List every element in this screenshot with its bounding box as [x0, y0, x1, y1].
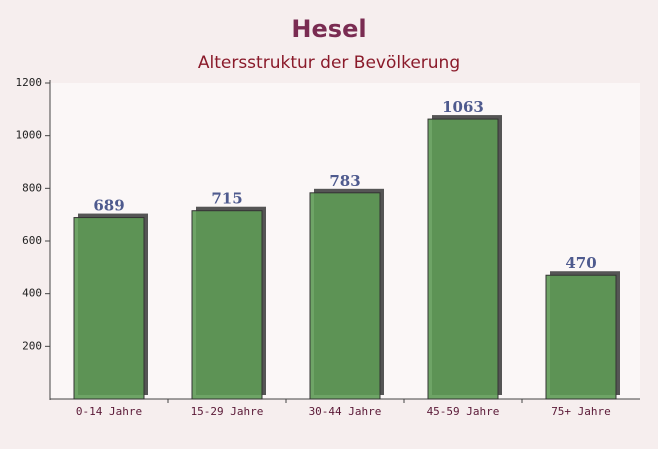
- value-label: 783: [329, 172, 360, 190]
- chart-subtitle: Altersstruktur der Bevölkerung: [198, 53, 460, 73]
- x-tick-label: 30-44 Jahre: [309, 405, 382, 418]
- x-tick-label: 0-14 Jahre: [76, 405, 142, 418]
- x-tick-label: 45-59 Jahre: [427, 405, 500, 418]
- bar: [545, 274, 617, 400]
- bar: [427, 118, 499, 400]
- value-label: 1063: [442, 98, 484, 116]
- y-tick-label: 800: [22, 181, 42, 194]
- y-tick-label: 600: [22, 234, 42, 247]
- x-tick-label: 15-29 Jahre: [191, 405, 264, 418]
- value-label: 689: [93, 197, 124, 215]
- bar: [309, 192, 381, 400]
- x-tick-label: 75+ Jahre: [551, 405, 611, 418]
- value-label: 470: [565, 254, 596, 272]
- chart-title: Hesel: [291, 15, 366, 43]
- y-tick-label: 200: [22, 339, 42, 352]
- value-label: 715: [211, 190, 242, 208]
- y-tick-label: 1000: [16, 129, 43, 142]
- bar: [73, 217, 145, 400]
- y-tick-label: 400: [22, 287, 42, 300]
- y-tick-label: 1200: [16, 76, 43, 89]
- bar: [191, 210, 263, 400]
